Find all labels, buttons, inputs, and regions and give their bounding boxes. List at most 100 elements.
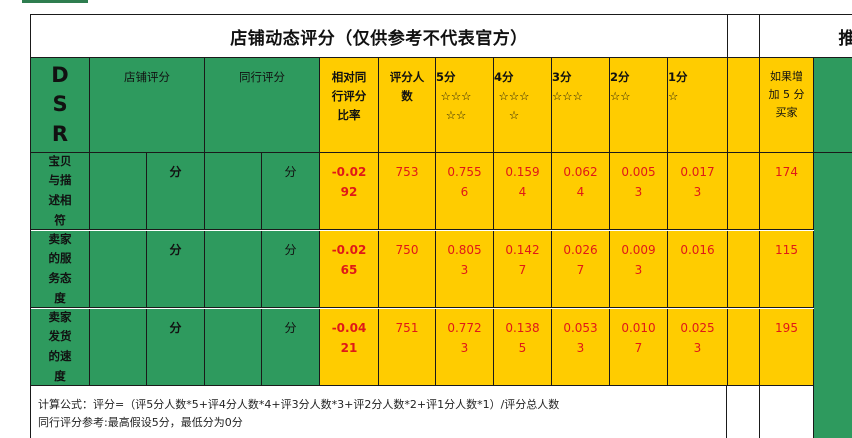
buyers-needed-value[interactable]: 195 xyxy=(760,309,814,386)
title-spacer-cell[interactable] xyxy=(728,15,760,58)
score1-value-text: 0.016 xyxy=(680,243,715,257)
score5-header[interactable]: 5分 ☆☆☆☆☆ xyxy=(436,58,494,153)
score1-value-text: 0.0173 xyxy=(680,165,715,199)
row-label-text: 卖家的服务态度 xyxy=(48,231,72,305)
peer-score-value-cell[interactable] xyxy=(205,153,262,230)
score5-stars: ☆☆☆☆☆ xyxy=(440,88,472,122)
raters-value[interactable]: 753 xyxy=(379,153,436,230)
score4-value[interactable]: 0.1385 xyxy=(494,309,552,386)
peer-score-value-cell[interactable] xyxy=(205,309,262,386)
score2-header[interactable]: 2分 ☆☆ xyxy=(610,58,668,153)
right-green-strip-lower xyxy=(814,153,852,438)
score1-label: 1分 xyxy=(668,70,688,84)
peer-score-unit-text: 分 xyxy=(284,321,297,335)
dsr-header-label: DSR xyxy=(51,62,69,146)
buyers-needed-value-text: 195 xyxy=(775,321,798,335)
row-spacer-cell[interactable] xyxy=(728,153,760,230)
score2-value[interactable]: 0.0107 xyxy=(610,309,668,386)
peer-score-unit[interactable]: 分 xyxy=(262,231,320,308)
peer-score-unit[interactable]: 分 xyxy=(262,309,320,386)
title-right-cell[interactable]: 推 xyxy=(760,15,852,58)
table-left-border xyxy=(30,14,31,438)
shop-score-unit[interactable]: 分 xyxy=(147,231,205,308)
raters-header[interactable]: 评分人数 xyxy=(379,58,436,153)
relative-ratio-label: 相对同行评分比率 xyxy=(331,70,367,122)
peer-score-value-cell[interactable] xyxy=(205,231,262,308)
score4-value-text: 0.1594 xyxy=(505,165,540,199)
raters-value-text: 753 xyxy=(395,165,419,179)
notes-right-cell[interactable] xyxy=(760,386,814,438)
notes-spacer-cell[interactable] xyxy=(728,386,760,438)
score3-header[interactable]: 3分 ☆☆☆ xyxy=(552,58,610,153)
score5-value[interactable]: 0.7723 xyxy=(436,309,494,386)
shop-score-unit-text: 分 xyxy=(169,165,182,179)
row-label-text: 卖家发货的速度 xyxy=(48,309,72,383)
score1-header[interactable]: 1分 ☆ xyxy=(668,58,728,153)
relative-ratio-value-text: -0.0292 xyxy=(331,165,367,199)
relative-ratio-value-text: -0.0265 xyxy=(331,243,367,277)
relative-ratio-value[interactable]: -0.0292 xyxy=(320,153,379,230)
score2-value-text: 0.0107 xyxy=(621,321,656,355)
relative-ratio-value-text: -0.0421 xyxy=(331,321,367,355)
row-label-text: 宝贝与描述相符 xyxy=(48,153,72,227)
buyers-needed-value[interactable]: 174 xyxy=(760,153,814,230)
raters-value[interactable]: 751 xyxy=(379,309,436,386)
formula-note: 计算公式：评分=（评5分人数*5+评4分人数*4+评3分人数*3+评2分人数*2… xyxy=(38,398,560,411)
row-label[interactable]: 卖家发货的速度 xyxy=(31,309,90,386)
buyers-needed-header[interactable]: 如果增加 5 分买家 xyxy=(760,58,814,153)
raters-value[interactable]: 750 xyxy=(379,231,436,308)
buyers-needed-value-text: 115 xyxy=(775,243,798,257)
title-right-fragment: 推 xyxy=(839,24,852,49)
score3-value-text: 0.0624 xyxy=(563,165,598,199)
score4-value[interactable]: 0.1427 xyxy=(494,231,552,308)
score4-value-text: 0.1427 xyxy=(505,243,540,277)
notes-cell[interactable]: 计算公式：评分=（评5分人数*5+评4分人数*4+评3分人数*3+评2分人数*2… xyxy=(30,386,727,438)
relative-ratio-value[interactable]: -0.0265 xyxy=(320,231,379,308)
raters-label: 评分人数 xyxy=(389,70,425,103)
row-spacer-cell[interactable] xyxy=(728,231,760,308)
shop-score-unit-text: 分 xyxy=(169,321,182,335)
score3-value[interactable]: 0.0267 xyxy=(552,231,610,308)
row-label[interactable]: 宝贝与描述相符 xyxy=(31,153,90,230)
shop-score-unit[interactable]: 分 xyxy=(147,309,205,386)
score3-label: 3分 xyxy=(552,70,572,84)
score4-value-text: 0.1385 xyxy=(505,321,540,355)
score3-value[interactable]: 0.0533 xyxy=(552,309,610,386)
raters-value-text: 751 xyxy=(395,321,419,335)
score3-stars: ☆☆☆ xyxy=(552,88,583,103)
table-title[interactable]: 店铺动态评分（仅供参考不代表官方） xyxy=(31,15,728,58)
score2-value-text: 0.0053 xyxy=(621,165,656,199)
shop-score-unit[interactable]: 分 xyxy=(147,153,205,230)
score5-value[interactable]: 0.7556 xyxy=(436,153,494,230)
relative-ratio-value[interactable]: -0.0421 xyxy=(320,309,379,386)
score5-value[interactable]: 0.8053 xyxy=(436,231,494,308)
raters-value-text: 750 xyxy=(395,243,419,257)
shop-score-value-cell[interactable] xyxy=(90,309,147,386)
shop-score-header[interactable]: 店铺评分 xyxy=(90,58,205,153)
peer-score-unit-text: 分 xyxy=(284,165,297,179)
score1-value[interactable]: 0.0173 xyxy=(668,153,728,230)
score1-value[interactable]: 0.016 xyxy=(668,231,728,308)
dsr-header[interactable]: DSR xyxy=(31,58,90,153)
relative-ratio-header[interactable]: 相对同行评分比率 xyxy=(320,58,379,153)
score4-header[interactable]: 4分 ☆☆☆☆ xyxy=(494,58,552,153)
peer-score-header[interactable]: 同行评分 xyxy=(205,58,320,153)
score4-value[interactable]: 0.1594 xyxy=(494,153,552,230)
header-spacer-cell[interactable] xyxy=(728,58,760,153)
shop-score-value-cell[interactable] xyxy=(90,153,147,230)
score2-value[interactable]: 0.0053 xyxy=(610,153,668,230)
row-label[interactable]: 卖家的服务态度 xyxy=(31,231,90,308)
score2-value[interactable]: 0.0093 xyxy=(610,231,668,308)
peer-score-unit[interactable]: 分 xyxy=(262,153,320,230)
peer-reference-note: 同行评分参考:最高假设5分，最低分为0分 xyxy=(38,415,243,429)
score2-value-text: 0.0093 xyxy=(621,243,656,277)
score3-value[interactable]: 0.0624 xyxy=(552,153,610,230)
score1-value[interactable]: 0.0253 xyxy=(668,309,728,386)
score4-stars: ☆☆☆☆ xyxy=(498,88,530,122)
shop-score-value-cell[interactable] xyxy=(90,231,147,308)
buyers-needed-value[interactable]: 115 xyxy=(760,231,814,308)
row-spacer-cell[interactable] xyxy=(728,309,760,386)
peer-score-unit-text: 分 xyxy=(284,243,297,257)
selected-cell-indicator xyxy=(22,0,88,3)
